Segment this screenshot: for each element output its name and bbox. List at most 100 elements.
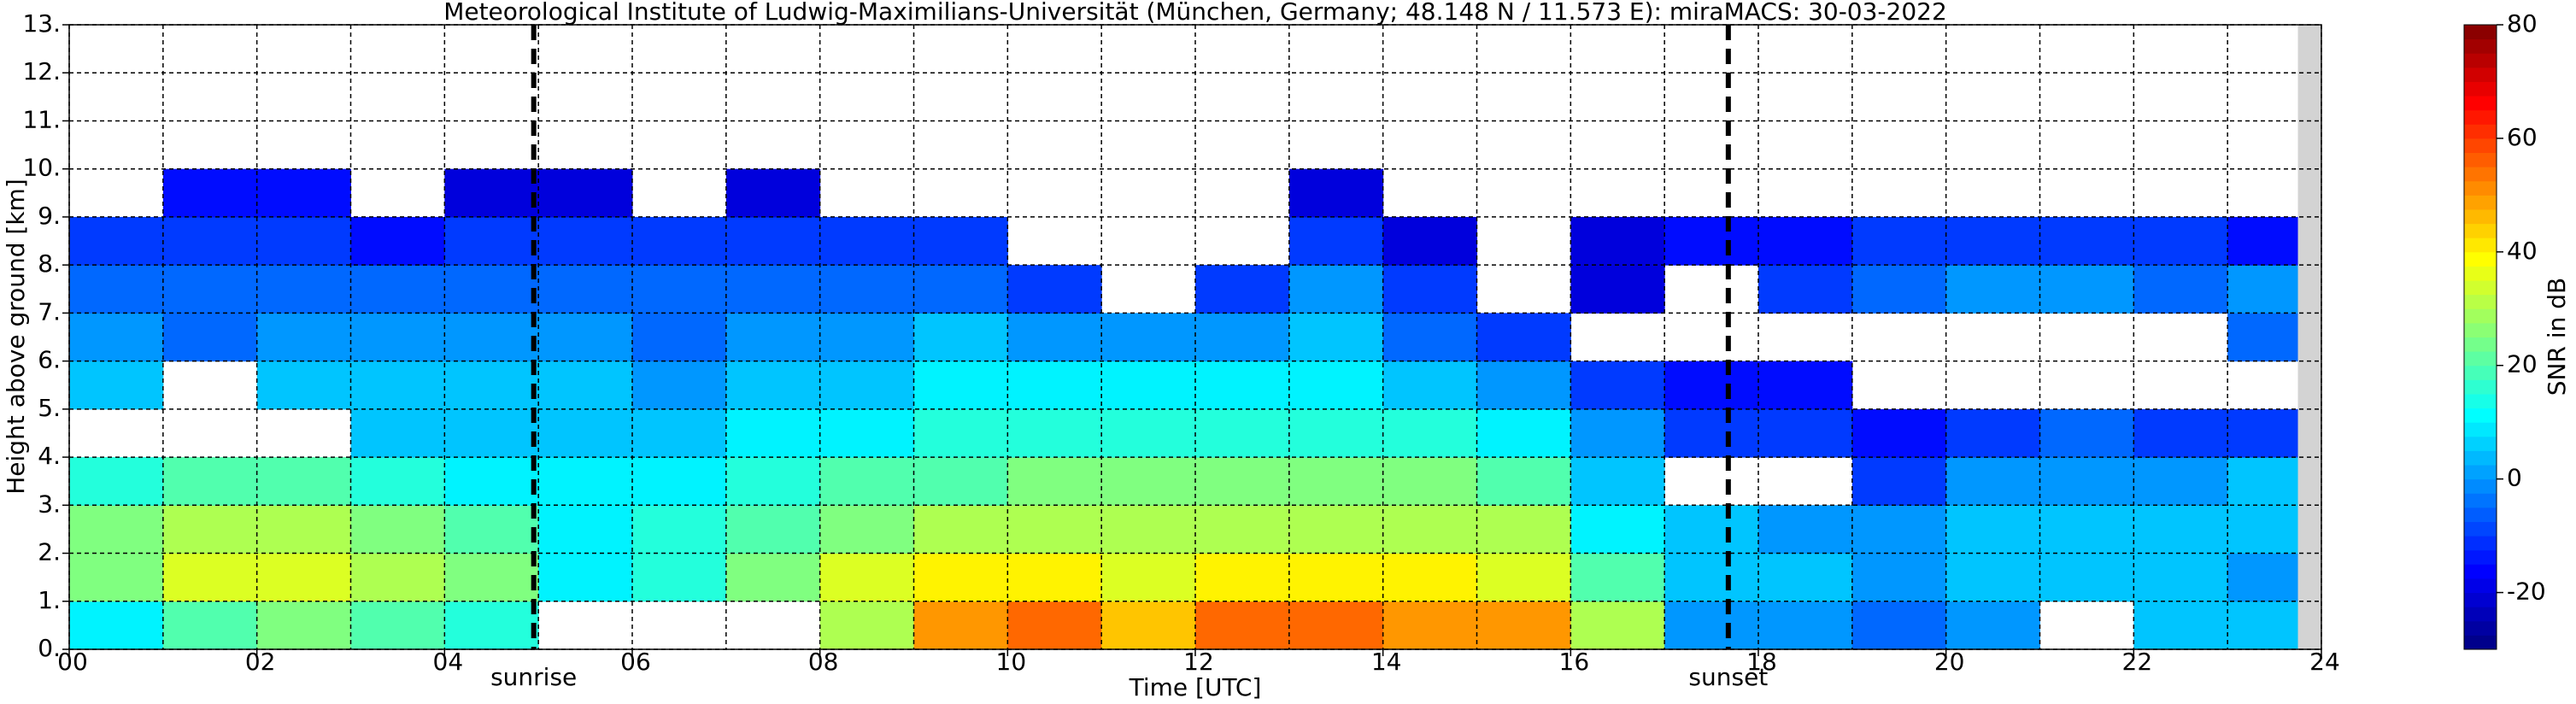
colorbar-swatch bbox=[2464, 308, 2497, 324]
heatmap-cell bbox=[1851, 216, 1947, 266]
colorbar-tick-label: 80 bbox=[2507, 9, 2538, 38]
heatmap-cell bbox=[350, 313, 445, 362]
heatmap-cell bbox=[819, 457, 914, 506]
heatmap-cell bbox=[819, 313, 914, 362]
colorbar-swatch bbox=[2464, 607, 2497, 622]
colorbar-swatch bbox=[2464, 109, 2497, 125]
colorbar-swatch bbox=[2464, 38, 2497, 54]
heatmap-cell bbox=[256, 216, 351, 266]
heatmap-cell bbox=[444, 457, 539, 506]
colorbar-swatch bbox=[2464, 436, 2497, 451]
heatmap-cell bbox=[256, 601, 351, 650]
heatmap-cell bbox=[1195, 313, 1290, 362]
heatmap-cell bbox=[162, 505, 258, 554]
heatmap-cell bbox=[725, 505, 821, 554]
heatmap-cell bbox=[2133, 505, 2228, 554]
heatmap-cell bbox=[1851, 601, 1947, 650]
heatmap-cell bbox=[1007, 265, 1102, 314]
heatmap-cell bbox=[725, 313, 821, 362]
heatmap-cell bbox=[2039, 265, 2134, 314]
heatmap-cell bbox=[819, 553, 914, 602]
colorbar-swatch bbox=[2464, 223, 2497, 238]
heatmap-cell bbox=[1758, 408, 1853, 458]
heatmap-cell bbox=[350, 505, 445, 554]
heatmap-cell bbox=[1101, 361, 1196, 410]
colorbar-swatch bbox=[2464, 450, 2497, 466]
heatmap-cell bbox=[1288, 457, 1384, 506]
heatmap-cell bbox=[913, 408, 1008, 458]
colorbar-swatch bbox=[2464, 251, 2497, 267]
heatmap-cell bbox=[444, 265, 539, 314]
heatmap-cell bbox=[1288, 265, 1384, 314]
colorbar-swatch bbox=[2464, 195, 2497, 210]
heatmap-cell bbox=[1195, 361, 1290, 410]
heatmap-cell bbox=[1664, 553, 1759, 602]
colorbar-swatch bbox=[2464, 549, 2497, 565]
heatmap-cell bbox=[725, 168, 821, 218]
colorbar-swatch bbox=[2464, 635, 2497, 650]
heatmap-cell bbox=[725, 216, 821, 266]
colorbar-tick-label: 60 bbox=[2507, 123, 2538, 151]
y-tick-label: 7. bbox=[38, 297, 61, 326]
y-tick-label: 3. bbox=[38, 490, 61, 518]
heatmap-cell bbox=[1758, 505, 1853, 554]
heatmap-cell bbox=[350, 265, 445, 314]
heatmap-cell bbox=[538, 313, 633, 362]
heatmap-cell bbox=[725, 265, 821, 314]
y-tick-label: 12. bbox=[22, 57, 61, 85]
heatmap-cell bbox=[913, 361, 1008, 410]
heatmap-cell bbox=[2133, 265, 2228, 314]
heatmap-cell bbox=[913, 553, 1008, 602]
heatmap-cell bbox=[1195, 457, 1290, 506]
heatmap-cell bbox=[350, 457, 445, 506]
heatmap-cell bbox=[1758, 216, 1853, 266]
heatmap-cell bbox=[1382, 505, 1477, 554]
heatmap-cell bbox=[69, 601, 164, 650]
heatmap-cell bbox=[350, 601, 445, 650]
heatmap-cell bbox=[350, 553, 445, 602]
heatmap-cell bbox=[819, 505, 914, 554]
colorbar-swatch bbox=[2464, 322, 2497, 337]
colorbar-swatch bbox=[2464, 67, 2497, 82]
heatmap-cell bbox=[1101, 457, 1196, 506]
heatmap-cell bbox=[2039, 216, 2134, 266]
heatmap-cell bbox=[1945, 265, 2040, 314]
heatmap-cell bbox=[538, 457, 633, 506]
colorbar-swatch bbox=[2464, 493, 2497, 508]
heatmap-cell bbox=[725, 361, 821, 410]
heatmap-cell bbox=[819, 601, 914, 650]
x-tick-label: 24 bbox=[2309, 648, 2340, 676]
heatmap-cell bbox=[1476, 313, 1571, 362]
heatmap-cell bbox=[162, 265, 258, 314]
heatmap-cell bbox=[1101, 408, 1196, 458]
heatmap-cell bbox=[444, 601, 539, 650]
colorbar-swatch bbox=[2464, 180, 2497, 196]
x-tick-label: 00 bbox=[57, 648, 88, 676]
heatmap-cell bbox=[1195, 408, 1290, 458]
heatmap-cell bbox=[444, 505, 539, 554]
colorbar-swatch bbox=[2464, 465, 2497, 480]
colorbar-tick-label: 20 bbox=[2507, 350, 2538, 378]
heatmap-cell bbox=[1945, 505, 2040, 554]
heatmap-cell bbox=[1195, 505, 1290, 554]
colorbar-swatch bbox=[2464, 379, 2497, 395]
heatmap-cell bbox=[538, 505, 633, 554]
colorbar-swatch bbox=[2464, 53, 2497, 68]
heatmap-cell bbox=[1101, 553, 1196, 602]
heatmap-cell bbox=[69, 361, 164, 410]
colorbar-swatch bbox=[2464, 564, 2497, 579]
heatmap-cell bbox=[69, 553, 164, 602]
heatmap-cell bbox=[913, 313, 1008, 362]
heatmap-cell bbox=[69, 265, 164, 314]
annotation-label: sunset bbox=[1688, 663, 1768, 691]
heatmap-cell bbox=[1101, 505, 1196, 554]
heatmap-cell bbox=[1288, 361, 1384, 410]
heatmap-cell bbox=[444, 361, 539, 410]
colorbar-swatch bbox=[2464, 478, 2497, 494]
heatmap-cell bbox=[538, 361, 633, 410]
heatmap-cell bbox=[1007, 361, 1102, 410]
colorbar-swatch bbox=[2464, 578, 2497, 594]
heatmap-cell bbox=[1382, 216, 1477, 266]
heatmap-cell bbox=[1758, 361, 1853, 410]
x-tick-label: 12 bbox=[1183, 648, 1214, 676]
